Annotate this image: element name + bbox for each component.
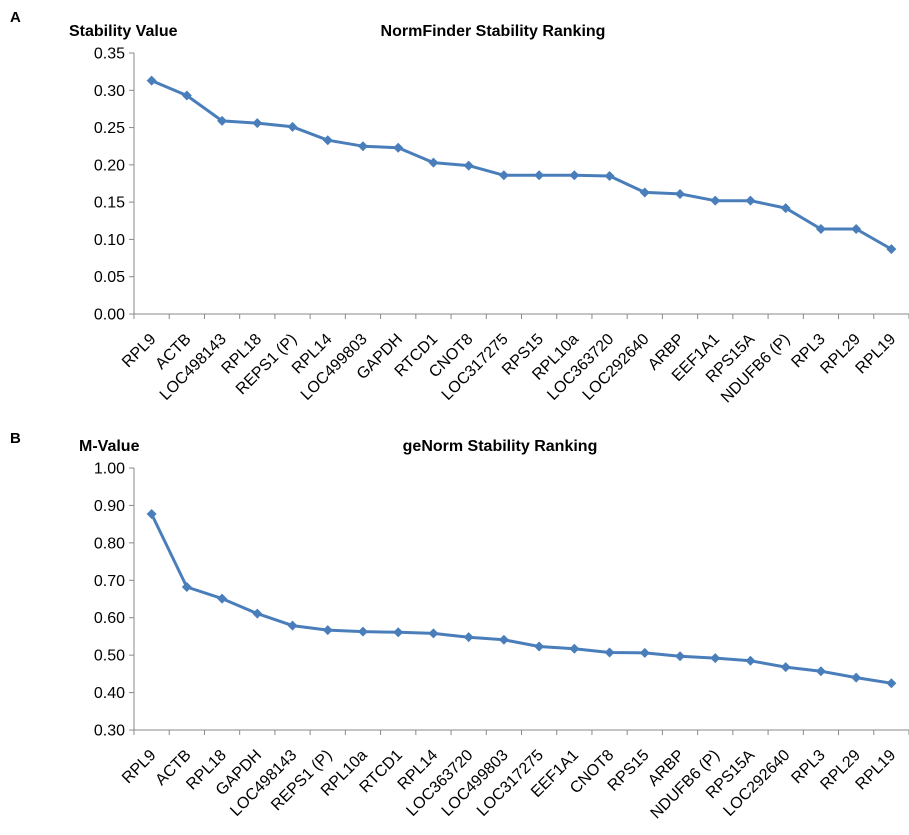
data-point (604, 171, 615, 182)
data-point (428, 628, 439, 639)
data-point (639, 647, 650, 658)
y-tick-label: 0.35 (94, 46, 125, 63)
y-tick-label: 0.30 (94, 723, 125, 740)
x-tick-label: RPL9 (119, 331, 159, 371)
data-point (675, 188, 686, 199)
data-point (851, 223, 862, 234)
data-point (534, 170, 545, 181)
y-tick-label: 0.30 (94, 83, 125, 100)
y-tick-label: 0.40 (94, 685, 125, 702)
y-tick-label: 0.15 (94, 195, 125, 212)
data-point (639, 187, 650, 198)
data-point (569, 170, 580, 181)
panel-letter-b: B (10, 430, 21, 447)
series-a (146, 75, 897, 255)
data-point (463, 632, 474, 643)
data-point (815, 223, 826, 234)
data-point (498, 170, 509, 181)
data-point (146, 75, 157, 86)
data-point (675, 651, 686, 662)
data-point (146, 509, 157, 520)
data-point (322, 135, 333, 146)
data-point (745, 655, 756, 666)
data-point (886, 678, 897, 689)
y-axis-title-b: M-Value (79, 438, 140, 455)
y-tick-label: 0.60 (94, 610, 125, 627)
data-point (745, 195, 756, 206)
data-point (780, 662, 791, 673)
data-point (217, 593, 228, 604)
x-tick-label: RPL19 (853, 747, 900, 794)
y-tick-label: 0.25 (94, 120, 125, 137)
chart-title-a: NormFinder Stability Ranking (381, 23, 606, 40)
panel-letter-a: A (10, 9, 21, 26)
data-point (569, 643, 580, 654)
data-point (287, 620, 298, 631)
data-point (252, 608, 263, 619)
y-tick-label: 0.05 (94, 269, 125, 286)
data-point (851, 672, 862, 683)
x-tick-label: RPL9 (119, 747, 159, 787)
data-point (710, 653, 721, 664)
panel-b: B M-Value geNorm Stability Ranking 0.300… (10, 430, 909, 822)
axes-a (133, 53, 909, 319)
data-point (604, 647, 615, 658)
data-point (252, 118, 263, 129)
data-point (463, 160, 474, 171)
data-point (393, 627, 404, 638)
series-b (146, 509, 897, 689)
x-tick-label: RPL19 (853, 331, 900, 378)
data-point (886, 244, 897, 255)
data-point (287, 121, 298, 132)
y-tick-label: 0.50 (94, 648, 125, 665)
y-tick-label: 0.80 (94, 535, 125, 552)
series-line-b (150, 513, 892, 685)
y-tick-label: 1.00 (94, 461, 125, 478)
y-tick-label: 0.90 (94, 498, 125, 515)
y-ticks-b: 0.30 0.40 0.50 0.60 0.70 0.80 0.90 1.00 (94, 461, 134, 740)
y-tick-label: 0.00 (94, 307, 125, 324)
data-point (393, 142, 404, 153)
data-point (498, 634, 509, 645)
y-tick-label: 0.10 (94, 232, 125, 249)
data-point (181, 90, 192, 101)
data-point (815, 666, 826, 677)
data-point (710, 195, 721, 206)
data-point (181, 582, 192, 593)
data-point (357, 141, 368, 152)
data-point (322, 625, 333, 636)
y-axis-title-a: Stability Value (69, 23, 178, 40)
data-point (357, 626, 368, 637)
series-line-a (151, 79, 893, 251)
data-point (217, 115, 228, 126)
data-point (780, 203, 791, 214)
data-point (428, 157, 439, 168)
axes-b (133, 468, 909, 735)
y-tick-label: 0.20 (94, 157, 125, 174)
panel-a: A Stability Value NormFinder Stability R… (10, 9, 909, 406)
y-ticks-a: 0.00 0.05 0.10 0.15 0.20 0.25 0.30 0.35 (94, 46, 134, 324)
chart-title-b: geNorm Stability Ranking (403, 438, 598, 455)
y-tick-label: 0.70 (94, 573, 125, 590)
data-point (534, 641, 545, 652)
